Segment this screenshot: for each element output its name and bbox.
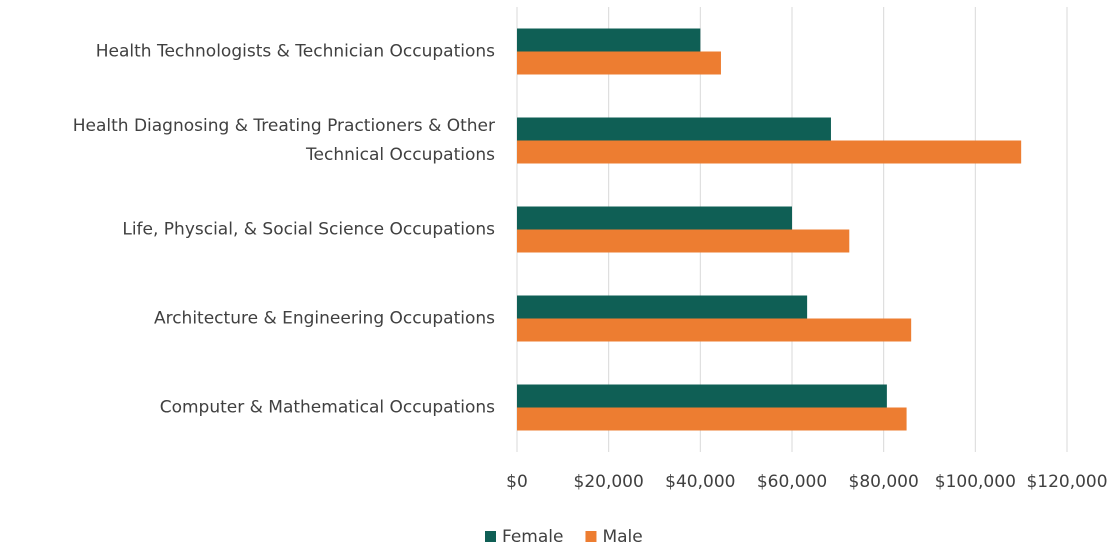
bar <box>517 295 808 319</box>
x-tick-label: $20,000 <box>574 472 644 492</box>
category-label: Health Technologists & Technician Occupa… <box>95 41 495 61</box>
category-label: Computer & Mathematical Occupations <box>159 397 495 417</box>
x-tick-label: $40,000 <box>665 472 735 492</box>
bar <box>517 51 721 75</box>
bar <box>517 206 792 230</box>
x-tick-label: $60,000 <box>757 472 827 492</box>
bar <box>517 384 887 408</box>
bar <box>517 318 912 342</box>
legend-swatch <box>585 531 597 542</box>
x-tick-label: $80,000 <box>849 472 919 492</box>
bar <box>517 28 701 52</box>
bar <box>517 117 831 141</box>
legend-swatch <box>485 531 496 542</box>
category-label: Architecture & Engineering Occupations <box>153 308 495 328</box>
x-tick-label: $100,000 <box>935 472 1016 492</box>
bar <box>517 229 850 253</box>
legend-label: Male <box>602 527 642 547</box>
category-label: Life, Physcial, & Social Science Occupat… <box>122 219 495 239</box>
legend-label: Female <box>502 527 563 547</box>
x-tick-label: $0 <box>506 472 528 492</box>
bar <box>517 140 1022 164</box>
category-label: Health Diagnosing & Treating Practioners… <box>72 115 495 165</box>
bar <box>517 407 907 431</box>
x-tick-label: $120,000 <box>1026 472 1107 492</box>
